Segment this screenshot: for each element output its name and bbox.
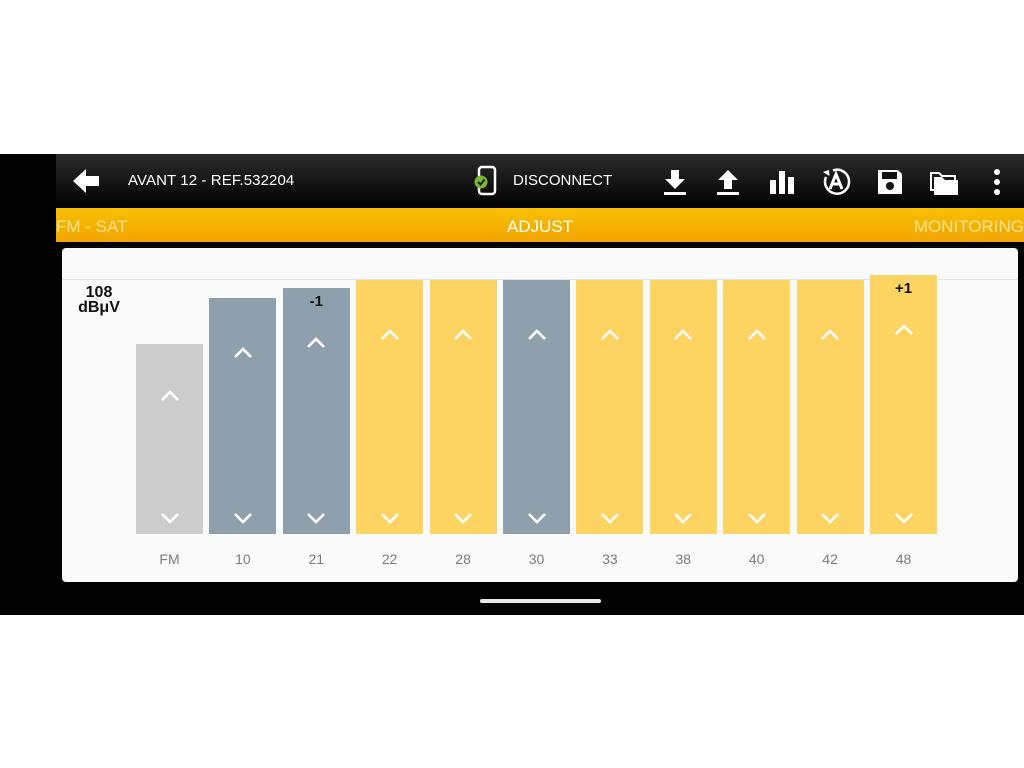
upload-button[interactable] [712,166,744,198]
chevron-up-icon[interactable] [209,345,276,361]
chevron-up-icon[interactable] [283,335,350,351]
channel-label: 28 [455,551,471,567]
chevron-down-icon[interactable] [797,510,864,526]
chevron-up-icon[interactable] [503,327,570,343]
channel-bar-21[interactable] [282,287,350,534]
save-icon [878,170,902,194]
save-button[interactable] [874,166,906,198]
chevron-down-icon[interactable] [209,510,276,526]
channel-bar-fm[interactable] [136,343,203,534]
chevron-down-icon[interactable] [723,510,790,526]
chevron-up-icon[interactable] [356,327,423,343]
device-title: AVANT 12 - REF.532204 [128,172,295,189]
files-button[interactable] [928,166,960,198]
download-icon [664,170,686,195]
chevron-up-icon[interactable] [136,388,203,404]
channel-bar-42[interactable] [796,280,864,534]
chevron-down-icon[interactable] [870,510,937,526]
mode-tab-bar: FM - SAT ADJUST MONITORING [56,208,1024,242]
chevron-up-icon[interactable] [797,327,864,343]
folder-icon [930,172,958,195]
chevron-up-icon[interactable] [870,322,937,338]
gain-offset-label: +1 [894,279,913,297]
chevron-down-icon[interactable] [283,510,350,526]
back-button[interactable] [68,164,104,198]
channel-bar-40[interactable] [723,280,791,534]
channel-bar-48[interactable] [870,274,937,534]
channel-bar-30[interactable] [503,280,570,534]
channel-label: 10 [235,551,251,567]
max-level-unit: dBμV [78,299,120,316]
channel-bar-10[interactable] [209,297,277,534]
channel-label: 33 [602,551,618,567]
tab-fm-sat[interactable]: FM - SAT [56,217,128,236]
bar-chart-icon [770,171,794,194]
app-bar: AVANT 12 - REF.532204 DISCONNECT [56,154,1024,208]
chevron-down-icon[interactable] [136,510,203,526]
channel-label: FM [159,551,180,567]
connected-phone-icon [470,165,502,197]
tab-adjust[interactable]: ADJUST [506,217,574,236]
chevron-up-icon[interactable] [576,327,643,343]
gain-offset-label: -1 [309,292,323,310]
channel-bar-38[interactable] [649,280,717,534]
more-options-button[interactable] [981,166,1013,198]
tab-adjust-container: ADJUST [56,217,1024,237]
channel-label: 22 [381,551,398,567]
channel-bar-22[interactable] [356,280,424,534]
channel-label: 21 [308,551,325,567]
upload-icon [717,170,739,195]
channel-bar-28[interactable] [429,280,497,534]
channel-label: 38 [675,551,692,567]
chevron-down-icon[interactable] [430,510,497,526]
chevron-down-icon[interactable] [576,510,643,526]
channel-label: 42 [822,551,838,567]
more-vert-icon [994,169,1000,195]
chevron-down-icon[interactable] [503,510,570,526]
channel-bar-33[interactable] [576,280,644,534]
max-level-value: 108 [85,284,113,301]
auto-adjust-icon [823,168,851,195]
chevron-up-icon[interactable] [430,327,497,343]
channel-label: 30 [528,551,545,567]
chevron-down-icon[interactable] [356,510,423,526]
home-indicator[interactable] [480,599,601,603]
max-level-line [62,279,1018,280]
max-level-label: 108 dBμV [74,284,124,316]
channel-label: 40 [748,551,765,567]
chevron-up-icon[interactable] [650,327,717,343]
chevron-up-icon[interactable] [723,327,790,343]
tab-monitoring[interactable]: MONITORING [913,217,1024,236]
adjust-chart-panel: 108 dBμV FM 10 -1 21 22 28 30 33 38 40 42 +1 48 [62,248,1018,582]
disconnect-button[interactable]: DISCONNECT [513,172,613,189]
auto-adjust-button[interactable] [820,166,852,198]
download-button[interactable] [659,166,691,198]
device-screen: AVANT 12 - REF.532204 DISCONNECT [0,154,1024,615]
channel-label: 48 [895,551,912,567]
measurements-button[interactable] [766,166,798,198]
chevron-down-icon[interactable] [650,510,717,526]
back-arrow-icon [73,169,99,193]
